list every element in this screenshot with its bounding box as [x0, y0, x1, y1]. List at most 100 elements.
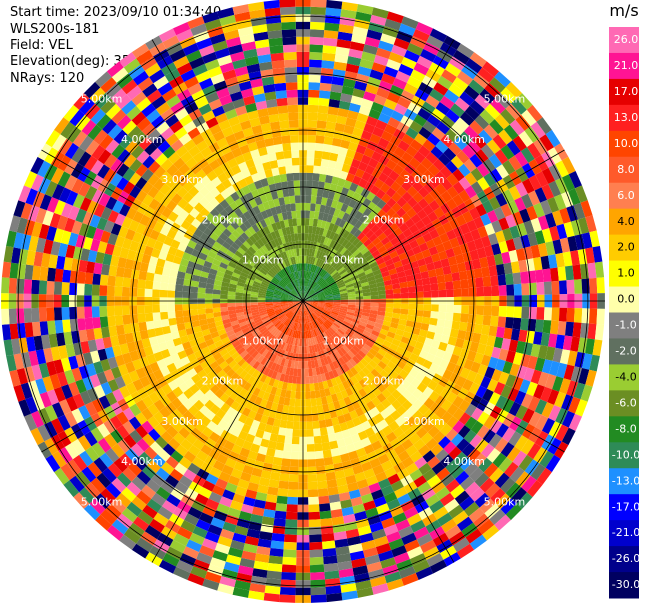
gate-cell	[469, 52, 487, 68]
gate-cell	[367, 514, 382, 526]
gate-cell	[304, 308, 306, 316]
gate-cell	[165, 402, 177, 414]
gate-cell	[315, 276, 322, 283]
gate-cell	[91, 144, 106, 160]
gate-cell	[178, 456, 192, 469]
gate-cell	[144, 142, 158, 156]
gate-cell	[378, 80, 393, 92]
gate-cell	[361, 539, 376, 551]
gate-cell	[267, 232, 274, 242]
gate-cell	[318, 211, 325, 221]
gate-cell	[18, 399, 31, 417]
gate-cell	[464, 462, 479, 477]
gate-cell	[249, 256, 258, 265]
gate-cell	[327, 190, 336, 200]
gate-cell	[138, 451, 153, 466]
gate-cell	[332, 523, 346, 533]
gate-cell	[208, 326, 218, 334]
ring-label: 3.00km	[161, 173, 203, 186]
gate-cell	[300, 308, 302, 316]
gate-cell	[132, 70, 150, 86]
gate-cell	[358, 213, 368, 224]
gate-cell	[310, 299, 319, 301]
gate-cell	[310, 297, 318, 300]
gate-cell	[159, 366, 171, 377]
gate-cell	[370, 306, 379, 311]
gate-cell	[305, 263, 308, 272]
gate-cell	[68, 205, 80, 221]
gate-cell	[304, 316, 306, 324]
gate-cell	[461, 522, 478, 538]
gate-cell	[491, 305, 500, 317]
gate-cell	[199, 44, 215, 57]
gate-cell	[592, 339, 603, 356]
gate-cell	[207, 66, 223, 78]
gate-cell	[103, 433, 118, 449]
gate-cell	[331, 324, 339, 331]
gate-cell	[169, 324, 179, 333]
gate-cell	[333, 130, 344, 140]
gate-cell	[324, 263, 331, 272]
gate-cell	[116, 73, 133, 89]
gate-cell	[474, 114, 490, 130]
gate-cell	[455, 470, 470, 485]
gate-cell	[185, 157, 198, 169]
gate-cell	[8, 308, 17, 325]
gate-cell	[182, 251, 192, 261]
gate-cell	[115, 266, 125, 278]
gate-cell	[237, 26, 254, 37]
gate-cell	[299, 308, 302, 316]
gate-cell	[227, 44, 244, 55]
gate-cell	[306, 444, 315, 452]
gate-cell	[425, 437, 439, 451]
gate-cell	[259, 288, 267, 293]
gate-cell	[337, 177, 346, 188]
gate-cell	[260, 210, 269, 220]
gate-cell	[332, 308, 340, 312]
gate-cell	[397, 96, 412, 109]
gate-cell	[521, 306, 530, 319]
gate-cell	[191, 274, 201, 282]
gate-cell	[417, 392, 429, 404]
gate-cell	[277, 365, 284, 374]
gate-cell	[94, 92, 111, 109]
gate-cell	[209, 33, 226, 45]
gate-cell	[500, 108, 516, 125]
gate-cell	[252, 156, 263, 166]
gate-cell	[243, 286, 252, 292]
gate-cell	[244, 56, 259, 67]
gate-cell	[270, 386, 278, 396]
gate-cell	[337, 283, 346, 289]
gate-cell	[165, 133, 179, 146]
gate-cell	[455, 375, 467, 388]
gate-cell	[352, 88, 366, 99]
gate-cell	[247, 226, 256, 236]
gate-cell	[533, 257, 543, 271]
gate-cell	[227, 475, 240, 486]
gate-cell	[173, 157, 186, 170]
gate-cell	[309, 291, 316, 297]
gate-cell	[219, 528, 235, 540]
gate-cell	[307, 459, 316, 467]
gate-cell	[352, 127, 364, 138]
gate-cell	[258, 445, 268, 456]
gate-cell	[259, 311, 268, 317]
gate-cell	[334, 275, 342, 282]
gate-cell	[356, 361, 366, 370]
gate-cell	[482, 158, 496, 173]
gate-cell	[495, 92, 512, 109]
gate-cell	[193, 410, 205, 422]
gate-cell	[555, 177, 569, 195]
gate-cell	[493, 253, 504, 266]
gate-cell	[292, 289, 299, 296]
gate-cell	[389, 273, 399, 280]
gate-cell	[179, 335, 190, 344]
gate-cell	[321, 313, 328, 320]
gate-cell	[374, 322, 383, 329]
gate-cell	[206, 278, 215, 285]
gate-cell	[183, 279, 192, 287]
gate-cell	[479, 477, 495, 493]
gate-cell	[412, 202, 423, 214]
gate-cell	[266, 416, 275, 426]
gate-cell	[378, 478, 391, 490]
